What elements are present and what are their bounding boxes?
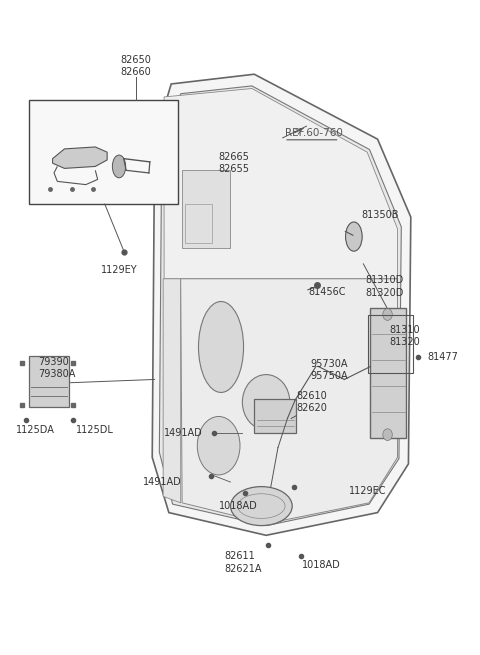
Text: 79390
79380A: 79390 79380A <box>38 356 76 379</box>
Bar <box>368 314 413 373</box>
Ellipse shape <box>112 155 126 178</box>
Bar <box>182 170 229 248</box>
Polygon shape <box>53 147 107 168</box>
Text: 1491AD: 1491AD <box>143 477 181 487</box>
Ellipse shape <box>199 301 243 392</box>
Bar <box>29 100 179 204</box>
Polygon shape <box>180 279 397 523</box>
Ellipse shape <box>383 309 392 320</box>
Text: REF.60-760: REF.60-760 <box>285 128 343 138</box>
Ellipse shape <box>230 487 292 525</box>
Text: 1125DL: 1125DL <box>76 425 114 435</box>
Text: 1491AD: 1491AD <box>164 428 203 438</box>
Text: 81310
81320: 81310 81320 <box>389 325 420 347</box>
Text: 82650
82660: 82650 82660 <box>120 55 151 77</box>
Text: 81477: 81477 <box>427 352 458 362</box>
Ellipse shape <box>346 222 362 251</box>
Text: 81456C: 81456C <box>309 287 346 297</box>
Polygon shape <box>163 279 180 503</box>
Text: 81310D
81320D: 81310D 81320D <box>366 275 404 298</box>
Text: 95730A
95750A: 95730A 95750A <box>310 358 348 381</box>
Bar <box>185 204 212 243</box>
Polygon shape <box>152 74 411 535</box>
Ellipse shape <box>383 429 392 441</box>
Bar <box>371 308 406 438</box>
Text: 1018AD: 1018AD <box>301 559 340 570</box>
Text: 1129EC: 1129EC <box>349 486 386 496</box>
Ellipse shape <box>242 375 290 430</box>
Ellipse shape <box>197 417 240 475</box>
Text: 82611
82621A: 82611 82621A <box>225 552 262 574</box>
Text: 82665
82655: 82665 82655 <box>219 152 250 174</box>
Bar <box>254 399 296 433</box>
Text: 1129EY: 1129EY <box>101 265 137 274</box>
Text: 81350B: 81350B <box>361 210 398 219</box>
Text: 1125DA: 1125DA <box>16 425 55 435</box>
Text: 1018AD: 1018AD <box>219 501 257 511</box>
Bar <box>29 356 69 407</box>
Text: 82610
82620: 82610 82620 <box>296 391 327 413</box>
Polygon shape <box>159 86 401 525</box>
Polygon shape <box>164 88 397 279</box>
